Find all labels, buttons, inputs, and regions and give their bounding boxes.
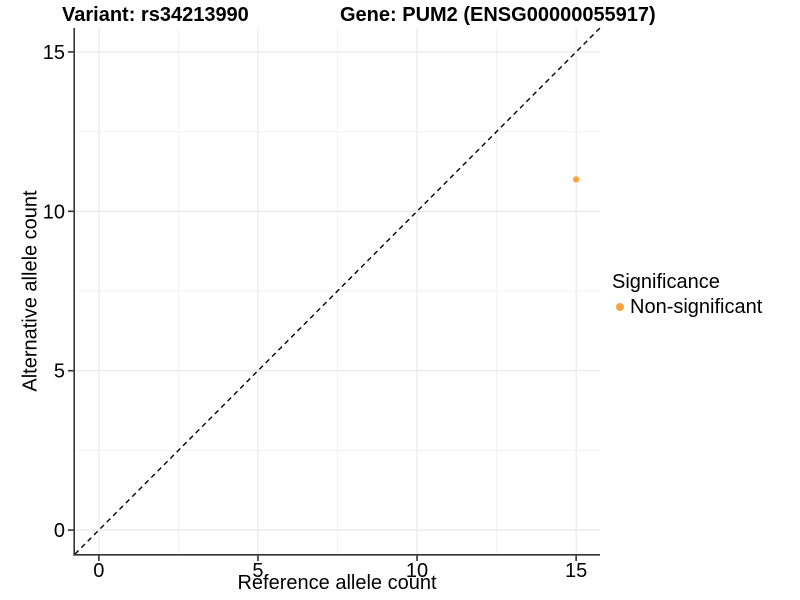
x-tick-label: 5: [252, 560, 263, 582]
x-axis-label: Reference allele count: [237, 572, 437, 594]
identity-reference-line: [74, 27, 601, 555]
y-tick-label: 5: [54, 361, 65, 383]
legend-title: Significance: [612, 271, 720, 293]
variant-title: Variant: rs34213990: [62, 4, 249, 26]
gene-title: Gene: PUM2 (ENSG00000055917): [340, 4, 656, 26]
y-tick-label: 15: [43, 42, 65, 64]
y-tick-label: 10: [43, 201, 65, 223]
legend-point-icon: [616, 303, 624, 311]
x-tick-label: 10: [406, 560, 428, 582]
x-tick-label: 0: [93, 560, 104, 582]
legend-entry-label: Non-significant: [630, 296, 763, 318]
legend: Significance Non-significant: [612, 270, 762, 319]
legend-entry: Non-significant: [612, 295, 762, 319]
data-point: [572, 176, 580, 183]
y-tick-label: 0: [54, 520, 65, 542]
y-axis-label: Alternative allele count: [19, 190, 42, 392]
x-tick-label: 15: [565, 560, 587, 582]
